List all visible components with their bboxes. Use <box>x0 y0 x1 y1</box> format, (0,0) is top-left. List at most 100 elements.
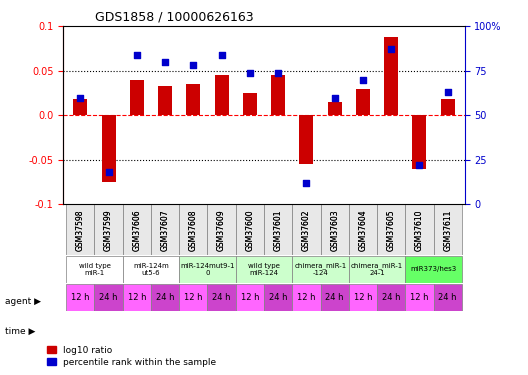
Text: GSM37608: GSM37608 <box>189 209 198 251</box>
FancyBboxPatch shape <box>208 284 235 311</box>
FancyBboxPatch shape <box>235 256 293 283</box>
Text: GSM37600: GSM37600 <box>246 209 254 251</box>
FancyBboxPatch shape <box>95 204 122 255</box>
FancyBboxPatch shape <box>349 204 377 255</box>
Point <box>105 170 113 176</box>
Bar <box>214 75 229 116</box>
Text: GSM37611: GSM37611 <box>443 209 452 251</box>
Text: GSM37608: GSM37608 <box>189 209 198 251</box>
FancyBboxPatch shape <box>235 204 264 255</box>
FancyBboxPatch shape <box>122 284 151 311</box>
Text: 12 h: 12 h <box>410 293 429 302</box>
Text: 12 h: 12 h <box>128 293 146 302</box>
Text: 12 h: 12 h <box>184 293 203 302</box>
Bar <box>73 99 87 116</box>
Text: 12 h: 12 h <box>241 293 259 302</box>
FancyBboxPatch shape <box>293 256 349 283</box>
Text: time ▶: time ▶ <box>5 327 36 336</box>
FancyBboxPatch shape <box>66 204 95 255</box>
Point <box>161 59 169 65</box>
Point <box>218 52 226 58</box>
Text: agent ▶: agent ▶ <box>5 297 41 306</box>
Text: GSM37598: GSM37598 <box>76 209 85 251</box>
Text: 12 h: 12 h <box>297 293 316 302</box>
FancyBboxPatch shape <box>320 204 349 255</box>
Text: GSM37603: GSM37603 <box>330 209 339 251</box>
Bar <box>299 116 314 164</box>
FancyBboxPatch shape <box>406 284 433 311</box>
Text: miR-124m
ut5-6: miR-124m ut5-6 <box>133 263 169 276</box>
Bar <box>130 80 144 116</box>
Point <box>331 94 339 100</box>
Text: 24 h: 24 h <box>438 293 457 302</box>
FancyBboxPatch shape <box>433 204 462 255</box>
Text: GSM37599: GSM37599 <box>104 209 113 251</box>
Point <box>302 180 310 186</box>
Text: GSM37604: GSM37604 <box>359 209 367 251</box>
Bar <box>356 88 370 116</box>
Bar <box>327 102 342 116</box>
Text: GSM37603: GSM37603 <box>330 209 339 251</box>
Text: 24 h: 24 h <box>212 293 231 302</box>
Point <box>444 89 452 95</box>
Bar <box>441 99 455 116</box>
Text: GSM37602: GSM37602 <box>302 209 311 251</box>
Point <box>274 70 282 76</box>
FancyBboxPatch shape <box>264 284 293 311</box>
FancyBboxPatch shape <box>264 204 293 255</box>
Text: GSM37601: GSM37601 <box>274 209 282 251</box>
Text: 24 h: 24 h <box>382 293 400 302</box>
FancyBboxPatch shape <box>179 204 208 255</box>
FancyBboxPatch shape <box>66 284 95 311</box>
Text: GSM37605: GSM37605 <box>386 209 395 251</box>
FancyBboxPatch shape <box>122 204 151 255</box>
Text: 24 h: 24 h <box>99 293 118 302</box>
FancyBboxPatch shape <box>406 204 433 255</box>
Text: wild type
miR-124: wild type miR-124 <box>248 263 280 276</box>
Bar <box>243 93 257 116</box>
FancyBboxPatch shape <box>349 284 377 311</box>
Bar <box>186 84 201 116</box>
FancyBboxPatch shape <box>179 284 208 311</box>
FancyBboxPatch shape <box>122 256 179 283</box>
Text: GSM37609: GSM37609 <box>217 209 226 251</box>
Point <box>415 162 423 168</box>
FancyBboxPatch shape <box>406 256 462 283</box>
Bar <box>101 116 116 182</box>
Point <box>359 77 367 83</box>
Text: GSM37610: GSM37610 <box>415 209 424 251</box>
Text: miR373/hes3: miR373/hes3 <box>410 266 457 272</box>
Text: chimera_miR-1
-124: chimera_miR-1 -124 <box>295 262 347 276</box>
FancyBboxPatch shape <box>208 204 235 255</box>
FancyBboxPatch shape <box>151 284 179 311</box>
Bar <box>158 86 172 116</box>
Text: wild type
miR-1: wild type miR-1 <box>79 263 110 276</box>
FancyBboxPatch shape <box>179 256 235 283</box>
Text: GSM37599: GSM37599 <box>104 209 113 251</box>
Text: GSM37611: GSM37611 <box>443 209 452 251</box>
FancyBboxPatch shape <box>66 256 122 283</box>
Text: GSM37607: GSM37607 <box>161 209 169 251</box>
Point <box>246 70 254 76</box>
Text: GSM37601: GSM37601 <box>274 209 282 251</box>
FancyBboxPatch shape <box>293 204 320 255</box>
FancyBboxPatch shape <box>377 284 406 311</box>
Text: GSM37607: GSM37607 <box>161 209 169 251</box>
Bar <box>412 116 427 169</box>
Point <box>387 46 395 53</box>
FancyBboxPatch shape <box>320 284 349 311</box>
Text: 24 h: 24 h <box>325 293 344 302</box>
Text: GSM37602: GSM37602 <box>302 209 311 251</box>
Bar <box>271 75 285 116</box>
Point <box>189 62 197 68</box>
Text: GSM37610: GSM37610 <box>415 209 424 251</box>
FancyBboxPatch shape <box>151 204 179 255</box>
Text: GDS1858 / 10000626163: GDS1858 / 10000626163 <box>96 11 254 24</box>
Text: 24 h: 24 h <box>156 293 174 302</box>
Text: chimera_miR-1
24-1: chimera_miR-1 24-1 <box>351 262 403 276</box>
FancyBboxPatch shape <box>377 204 406 255</box>
Legend: log10 ratio, percentile rank within the sample: log10 ratio, percentile rank within the … <box>47 346 216 367</box>
FancyBboxPatch shape <box>349 256 406 283</box>
Bar <box>384 37 398 116</box>
Text: miR-124mut9-1
0: miR-124mut9-1 0 <box>180 263 235 276</box>
